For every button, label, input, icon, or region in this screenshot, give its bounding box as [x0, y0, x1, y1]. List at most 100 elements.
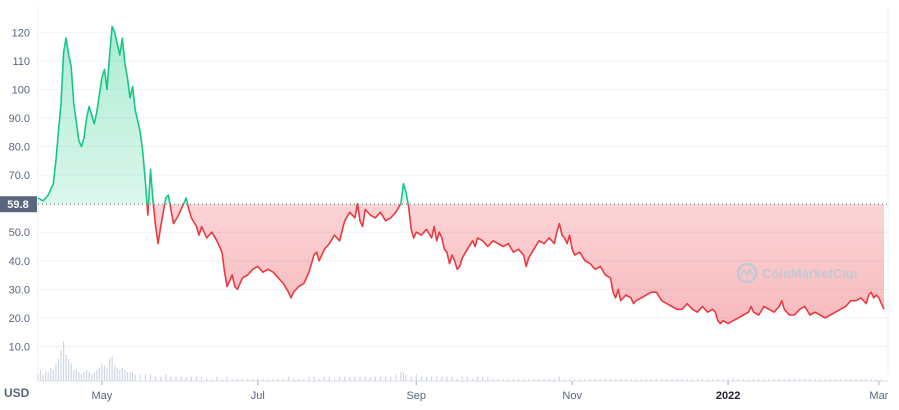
volume-bar: [139, 374, 141, 381]
x-tick-label: Sep: [406, 390, 426, 402]
volume-bar: [73, 370, 75, 381]
x-tick-label: Jul: [251, 390, 265, 402]
volume-bar: [55, 363, 57, 381]
volume-bar: [691, 378, 693, 381]
volume-bar: [747, 378, 750, 381]
volume-bar: [497, 378, 499, 381]
volume-bar: [727, 378, 729, 381]
volume-bar: [180, 376, 182, 381]
volume-bar: [456, 378, 458, 381]
x-tick-label: Nov: [562, 390, 582, 402]
volume-bar: [814, 378, 816, 381]
volume-bar: [753, 378, 755, 381]
volume-bar: [788, 378, 791, 381]
volume-bar: [860, 378, 862, 381]
volume-bar: [829, 378, 831, 381]
volume-bar: [221, 378, 223, 381]
volume-bar: [507, 378, 509, 381]
volume-bar: [686, 378, 688, 381]
volume-bar: [477, 376, 479, 381]
volume-bar: [80, 374, 83, 381]
volume-bar: [676, 378, 678, 381]
volume-bar: [819, 378, 821, 381]
volume-bar: [144, 374, 146, 381]
volume-bar: [845, 378, 847, 381]
volume-bar: [487, 376, 489, 381]
volume-bar: [594, 378, 596, 381]
volume-bar: [52, 370, 54, 381]
volume-bar: [395, 374, 397, 381]
volume-bar: [185, 376, 187, 381]
volume-bar: [246, 378, 249, 381]
volume-bar: [65, 354, 67, 381]
price-line-up: [37, 25, 409, 205]
volume-bar: [855, 378, 857, 381]
volume-bar: [778, 378, 780, 381]
y-tick-label: 120: [12, 27, 30, 39]
volume-bar: [175, 376, 177, 381]
y-axis: 10.0 20.0 30.0 40.0 50.0 70.0 80.0 90.0 100 110 12…: [9, 27, 30, 353]
x-tick-label: May: [92, 390, 113, 402]
volume-bar: [696, 378, 699, 381]
volume-bar: [85, 370, 88, 381]
reference-line: 59.8: [0, 196, 888, 213]
volume-bar: [231, 378, 233, 381]
volume-bar: [758, 378, 760, 381]
volume-bar: [492, 378, 494, 381]
volume-bar: [405, 374, 407, 381]
volume-bar: [96, 370, 98, 381]
volume-bar: [742, 378, 745, 381]
volume-bar: [103, 365, 106, 381]
volume-bar: [615, 378, 617, 381]
volume-bar: [732, 378, 734, 381]
volume-bar: [206, 378, 208, 381]
volume-bar: [768, 378, 770, 381]
watermark-text: CoinMarketCap: [762, 266, 857, 281]
volume-bar: [379, 376, 382, 381]
volume-bar: [277, 378, 279, 381]
coinmarketcap-logo-mark-icon: [740, 268, 754, 277]
y-tick-label: 30.0: [9, 284, 30, 296]
volume-bar: [328, 376, 330, 381]
volume-bar: [533, 378, 535, 381]
volume-bar: [195, 376, 198, 381]
volume-bar: [512, 378, 514, 381]
volume-bar: [701, 378, 704, 381]
volume-bar: [804, 378, 806, 381]
volume-bar: [824, 378, 826, 381]
y-tick-label: 100: [12, 84, 30, 96]
volume-bar: [101, 363, 103, 381]
volume-bar: [574, 378, 576, 381]
volume-bar: [241, 378, 244, 381]
volume-bar: [543, 378, 545, 381]
volume-bar: [671, 378, 673, 381]
volume-bar: [666, 378, 668, 381]
volume-bar: [415, 374, 417, 381]
volume-bar: [681, 378, 683, 381]
volume-bar: [390, 376, 392, 381]
volume-bar: [364, 376, 366, 381]
volume-bar: [190, 376, 192, 381]
volume-bar: [57, 359, 60, 381]
volume-bar: [865, 378, 867, 381]
price-line: [37, 25, 885, 325]
volume-bar: [400, 372, 402, 381]
volume-bar: [402, 372, 405, 381]
x-axis: MayJulSepNov2022Mar3: [38, 380, 889, 402]
volume-bar: [338, 376, 341, 381]
volume-bar: [482, 376, 484, 381]
y-tick-label: 90.0: [9, 113, 30, 125]
volume-bar: [528, 378, 530, 381]
volume-bar: [323, 376, 325, 381]
reference-value-box: [0, 196, 37, 213]
volume-bar: [344, 376, 346, 381]
volume-bar: [548, 378, 550, 381]
volume-bar: [502, 378, 504, 381]
volume-bar: [154, 376, 157, 381]
reference-value-label: 59.8: [7, 199, 28, 211]
area-below-reference: [147, 204, 884, 324]
volume-bar: [62, 341, 65, 381]
y-tick-label: 70.0: [9, 170, 30, 182]
volume-bar: [563, 378, 566, 381]
volume-bar: [272, 378, 274, 381]
